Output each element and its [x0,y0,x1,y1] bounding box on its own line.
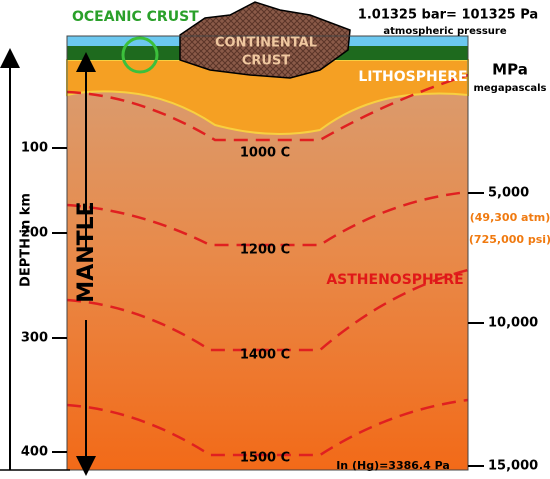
depth-tick-label: 200 [21,226,48,241]
pressure-footnote: In (Hg)=3386.4 Pa [336,459,450,472]
isotherm-line [66,398,469,457]
oceanic-crust-label: OCEANIC CRUST [72,9,199,25]
isotherm-line [66,190,469,247]
continental-crust [179,1,351,79]
pressure-note: atmospheric pressure [383,26,506,37]
isotherm-line [66,73,469,142]
depth-tick-label: 400 [21,445,48,460]
pressure-conversion: (49,300 atm) [470,211,550,224]
pressure-header: 1.01325 bar= 101325 Pa [358,8,538,23]
mantle-label: MANTLE [74,201,99,302]
pressure-tick-label: 5,000 [488,186,529,201]
depth-tick-label: 100 [21,141,48,156]
asthenosphere-label: ASTHENOSPHERE [326,272,463,288]
continental-label: CONTINENTAL [215,36,317,51]
depth-tick-label: 300 [21,331,48,346]
highlight-circle [121,36,159,74]
pressure-conversion: (725,000 psi) [469,233,550,246]
pressure-tick-label: 10,000 [488,316,538,331]
pressure-unit-note: megapascals [473,83,546,94]
lithosphere [66,59,469,135]
continental-label: CRUST [242,54,290,69]
isotherm-label: 1200 C [240,243,290,258]
isotherm-label: 1000 C [240,146,290,161]
pressure-tick-label: 15,000 [488,459,538,474]
pressure-unit: MPa [492,61,528,79]
frame [66,35,469,471]
isotherm-label: 1500 C [240,451,290,466]
isotherm-label: 1400 C [240,348,290,363]
depth-axis-title: DEPTH in km [19,193,34,287]
lithosphere-label: LITHOSPHERE [358,69,467,85]
isotherm-line [66,268,469,352]
